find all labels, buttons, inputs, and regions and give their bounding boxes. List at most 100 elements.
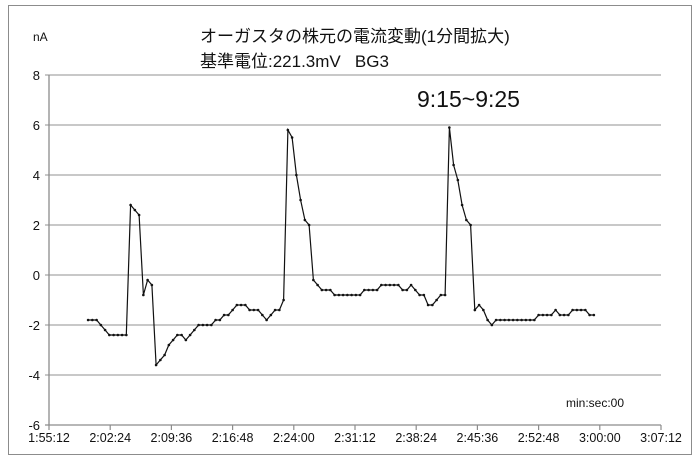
data-point xyxy=(482,308,485,312)
y-tick-label: 0 xyxy=(33,268,40,283)
data-point xyxy=(465,218,468,222)
data-point xyxy=(592,313,596,317)
data-point xyxy=(142,293,145,297)
data-point xyxy=(222,313,226,317)
data-point xyxy=(180,333,183,337)
y-tick-label: -4 xyxy=(28,368,40,383)
y-tick-label: -2 xyxy=(28,318,40,333)
data-point xyxy=(358,293,362,297)
y-tick-label: -6 xyxy=(28,418,40,433)
data-point xyxy=(201,323,205,327)
data-point xyxy=(129,203,132,207)
chart-title: オーガスタの株元の電流変動(1分間拡大) xyxy=(200,27,510,46)
data-point xyxy=(154,363,158,367)
data-point xyxy=(120,333,124,337)
data-point xyxy=(456,178,460,182)
data-point xyxy=(86,318,90,322)
data-point xyxy=(477,303,481,307)
data-point xyxy=(320,288,324,292)
data-point xyxy=(439,293,443,297)
data-point xyxy=(524,318,528,322)
data-point xyxy=(401,288,404,292)
data-point xyxy=(405,288,409,292)
data-point xyxy=(163,353,166,357)
data-point xyxy=(490,323,494,327)
data-point xyxy=(341,293,345,297)
data-point xyxy=(414,288,417,292)
data-point xyxy=(91,318,94,322)
data-point xyxy=(295,173,298,177)
data-point xyxy=(184,338,188,342)
data-point xyxy=(516,318,519,322)
data-point xyxy=(256,308,260,312)
data-point xyxy=(290,136,294,139)
data-point xyxy=(176,333,179,337)
y-axis-unit: nA xyxy=(33,30,48,44)
data-point xyxy=(193,328,196,332)
data-point xyxy=(550,313,553,317)
data-point xyxy=(227,313,230,317)
data-point xyxy=(380,283,383,287)
data-point xyxy=(367,288,370,292)
data-point xyxy=(537,313,540,317)
data-point xyxy=(244,303,247,307)
data-point xyxy=(133,208,137,212)
x-tick-label: 2:16:48 xyxy=(212,431,254,445)
chart-frame xyxy=(8,5,692,455)
data-point xyxy=(125,333,128,337)
data-point xyxy=(409,283,413,287)
data-point xyxy=(575,308,579,312)
data-point xyxy=(103,328,107,332)
data-point xyxy=(350,293,353,297)
data-point xyxy=(137,213,141,217)
data-point xyxy=(329,288,332,292)
data-point xyxy=(562,313,566,317)
data-point xyxy=(541,313,545,317)
data-point xyxy=(307,223,311,227)
data-point xyxy=(150,283,154,287)
data-point xyxy=(392,283,396,287)
x-tick-label: 3:00:00 xyxy=(579,431,621,445)
data-point xyxy=(346,293,349,297)
data-point xyxy=(248,308,251,312)
y-tick-label: 6 xyxy=(33,118,40,133)
data-point xyxy=(375,288,379,292)
data-point xyxy=(448,126,451,129)
data-point xyxy=(486,318,489,322)
data-point xyxy=(188,333,192,337)
data-point xyxy=(218,318,222,322)
x-tick-label: 2:31:12 xyxy=(334,431,376,445)
data-point xyxy=(431,303,434,307)
data-point xyxy=(159,358,162,362)
data-point xyxy=(567,313,570,317)
data-point xyxy=(494,318,498,322)
y-tick-label: 8 xyxy=(33,68,40,83)
data-point xyxy=(473,308,477,312)
y-tick-label: 2 xyxy=(33,218,40,233)
x-tick-label: 2:52:48 xyxy=(518,431,560,445)
data-point xyxy=(579,308,583,312)
data-point xyxy=(397,283,400,287)
time-range-annotation: 9:15~9:25 xyxy=(417,86,520,112)
y-tick-label: 4 xyxy=(33,168,40,183)
data-point xyxy=(252,308,256,312)
data-point xyxy=(95,318,98,322)
data-point xyxy=(282,298,285,302)
data-point xyxy=(337,293,341,297)
data-point xyxy=(333,293,336,297)
data-point xyxy=(205,323,209,327)
data-point xyxy=(443,293,447,297)
data-point xyxy=(112,333,115,337)
x-tick-label: 2:02:24 xyxy=(89,431,131,445)
data-point xyxy=(231,308,234,312)
data-point xyxy=(418,293,421,297)
data-point xyxy=(384,283,387,287)
data-point xyxy=(286,128,290,132)
data-point xyxy=(269,313,273,317)
data-point xyxy=(503,318,506,322)
data-point xyxy=(388,283,392,287)
x-tick-label: 1:55:12 xyxy=(28,431,70,445)
data-point xyxy=(371,288,375,292)
x-tick-label: 2:38:24 xyxy=(395,431,437,445)
